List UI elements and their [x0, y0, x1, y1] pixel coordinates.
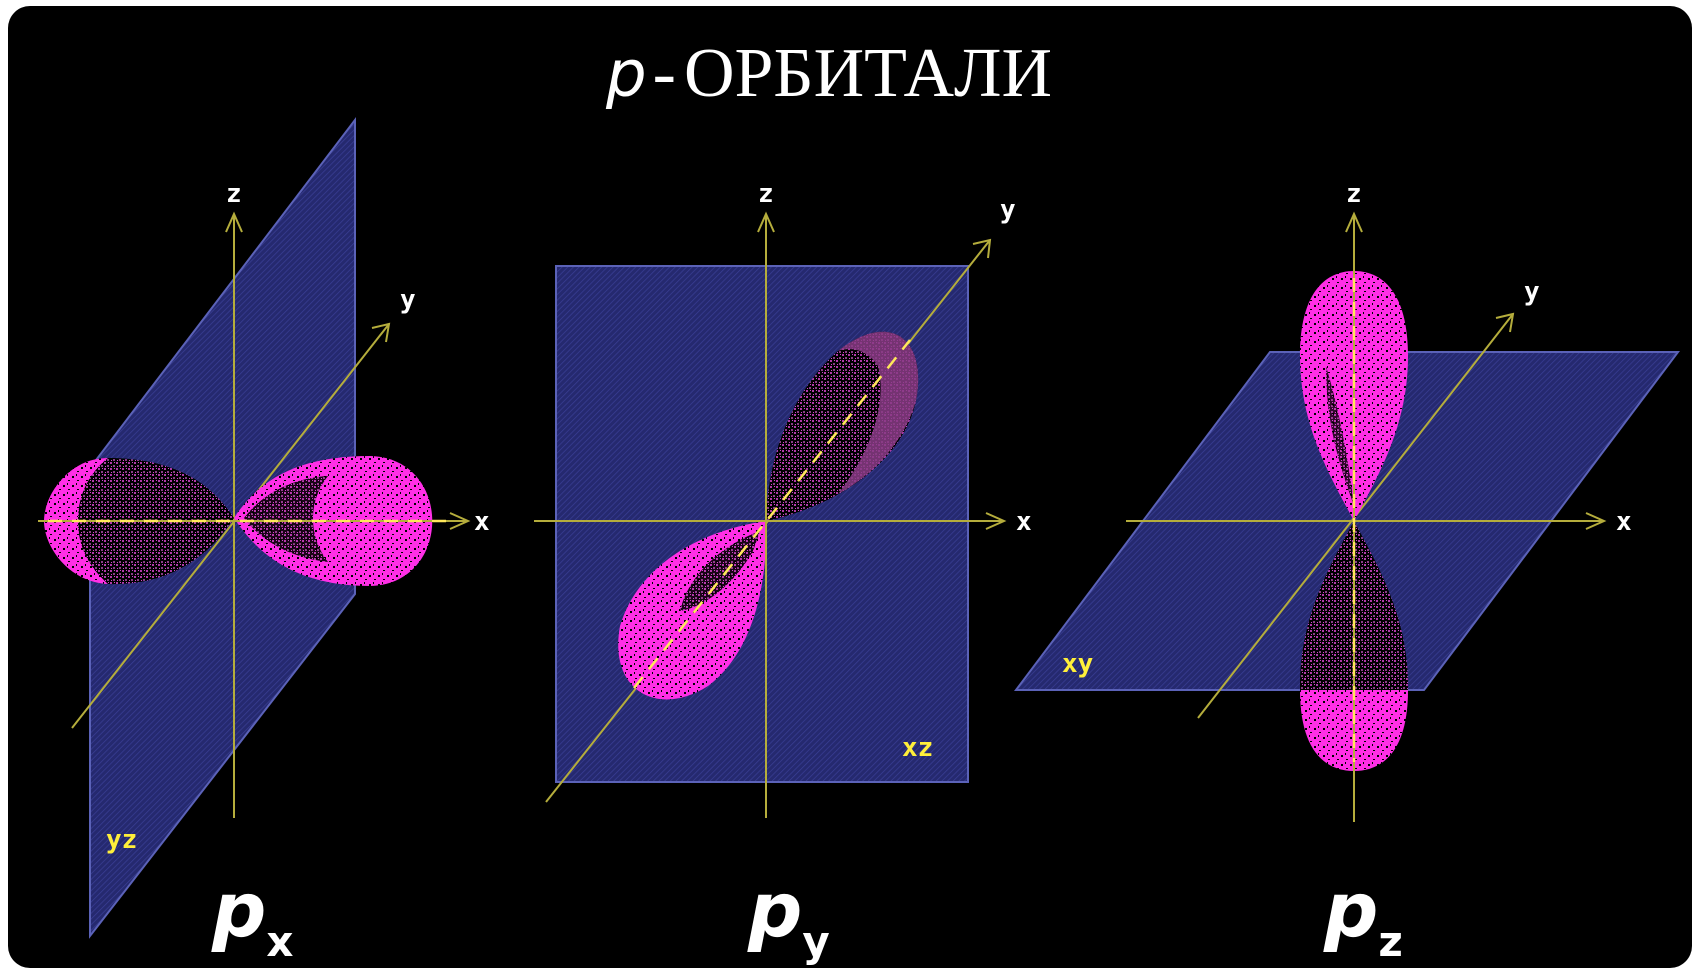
title-dash: - [653, 35, 676, 112]
title-p: p [605, 38, 647, 112]
axis-z-arrow [1345, 211, 1363, 233]
plane-label-xz: xz [902, 733, 933, 763]
panel-py: z y x xz py [534, 179, 1032, 966]
plane-label-yz: yz [106, 825, 137, 855]
lobe-pz-upper-inner [1326, 366, 1354, 506]
diagram-frame: p- ОРБИТАЛИ z y x yz px [8, 6, 1692, 968]
axis-y-arrow [972, 238, 992, 259]
title: p- ОРБИТАЛИ [605, 35, 1052, 112]
plane-label-xy: xy [1062, 649, 1093, 679]
axis-y [71, 323, 390, 729]
axis-x-arrow [449, 512, 471, 530]
dash-py [633, 339, 911, 689]
subtitle-pz: pz [1323, 865, 1403, 966]
axis-x-arrow [985, 512, 1007, 530]
axis-label-x: x [1016, 507, 1032, 537]
axis-x-arrow [1585, 512, 1607, 530]
subtitle-px: px [211, 865, 294, 966]
axis-z-arrow [225, 211, 243, 233]
axis-label-x: x [1616, 507, 1632, 537]
subtitle-py: py [747, 865, 830, 966]
axis-label-y: y [400, 285, 416, 315]
axis-label-x: x [474, 507, 490, 537]
lobe-px-right-inner [244, 476, 328, 562]
p-orbitals-diagram: p- ОРБИТАЛИ z y x yz px [38, 35, 1681, 966]
axis-label-z: z [758, 179, 774, 209]
panel-pz: z y x xy pz [1013, 179, 1681, 966]
axis-label-y: y [1524, 277, 1540, 307]
panel-px: z y x yz px [38, 117, 490, 966]
axis-y-arrow [1495, 312, 1515, 333]
title-text: ОРБИТАЛИ [684, 35, 1052, 112]
lobe-py-upper-rim [838, 331, 919, 494]
lobe-py-lower-inner [680, 531, 760, 611]
axis-y-arrow [371, 322, 391, 343]
axis-z-arrow [757, 211, 775, 233]
axis-label-z: z [1346, 179, 1362, 209]
axis-label-z: z [226, 179, 242, 209]
axis-label-y: y [1000, 195, 1016, 225]
